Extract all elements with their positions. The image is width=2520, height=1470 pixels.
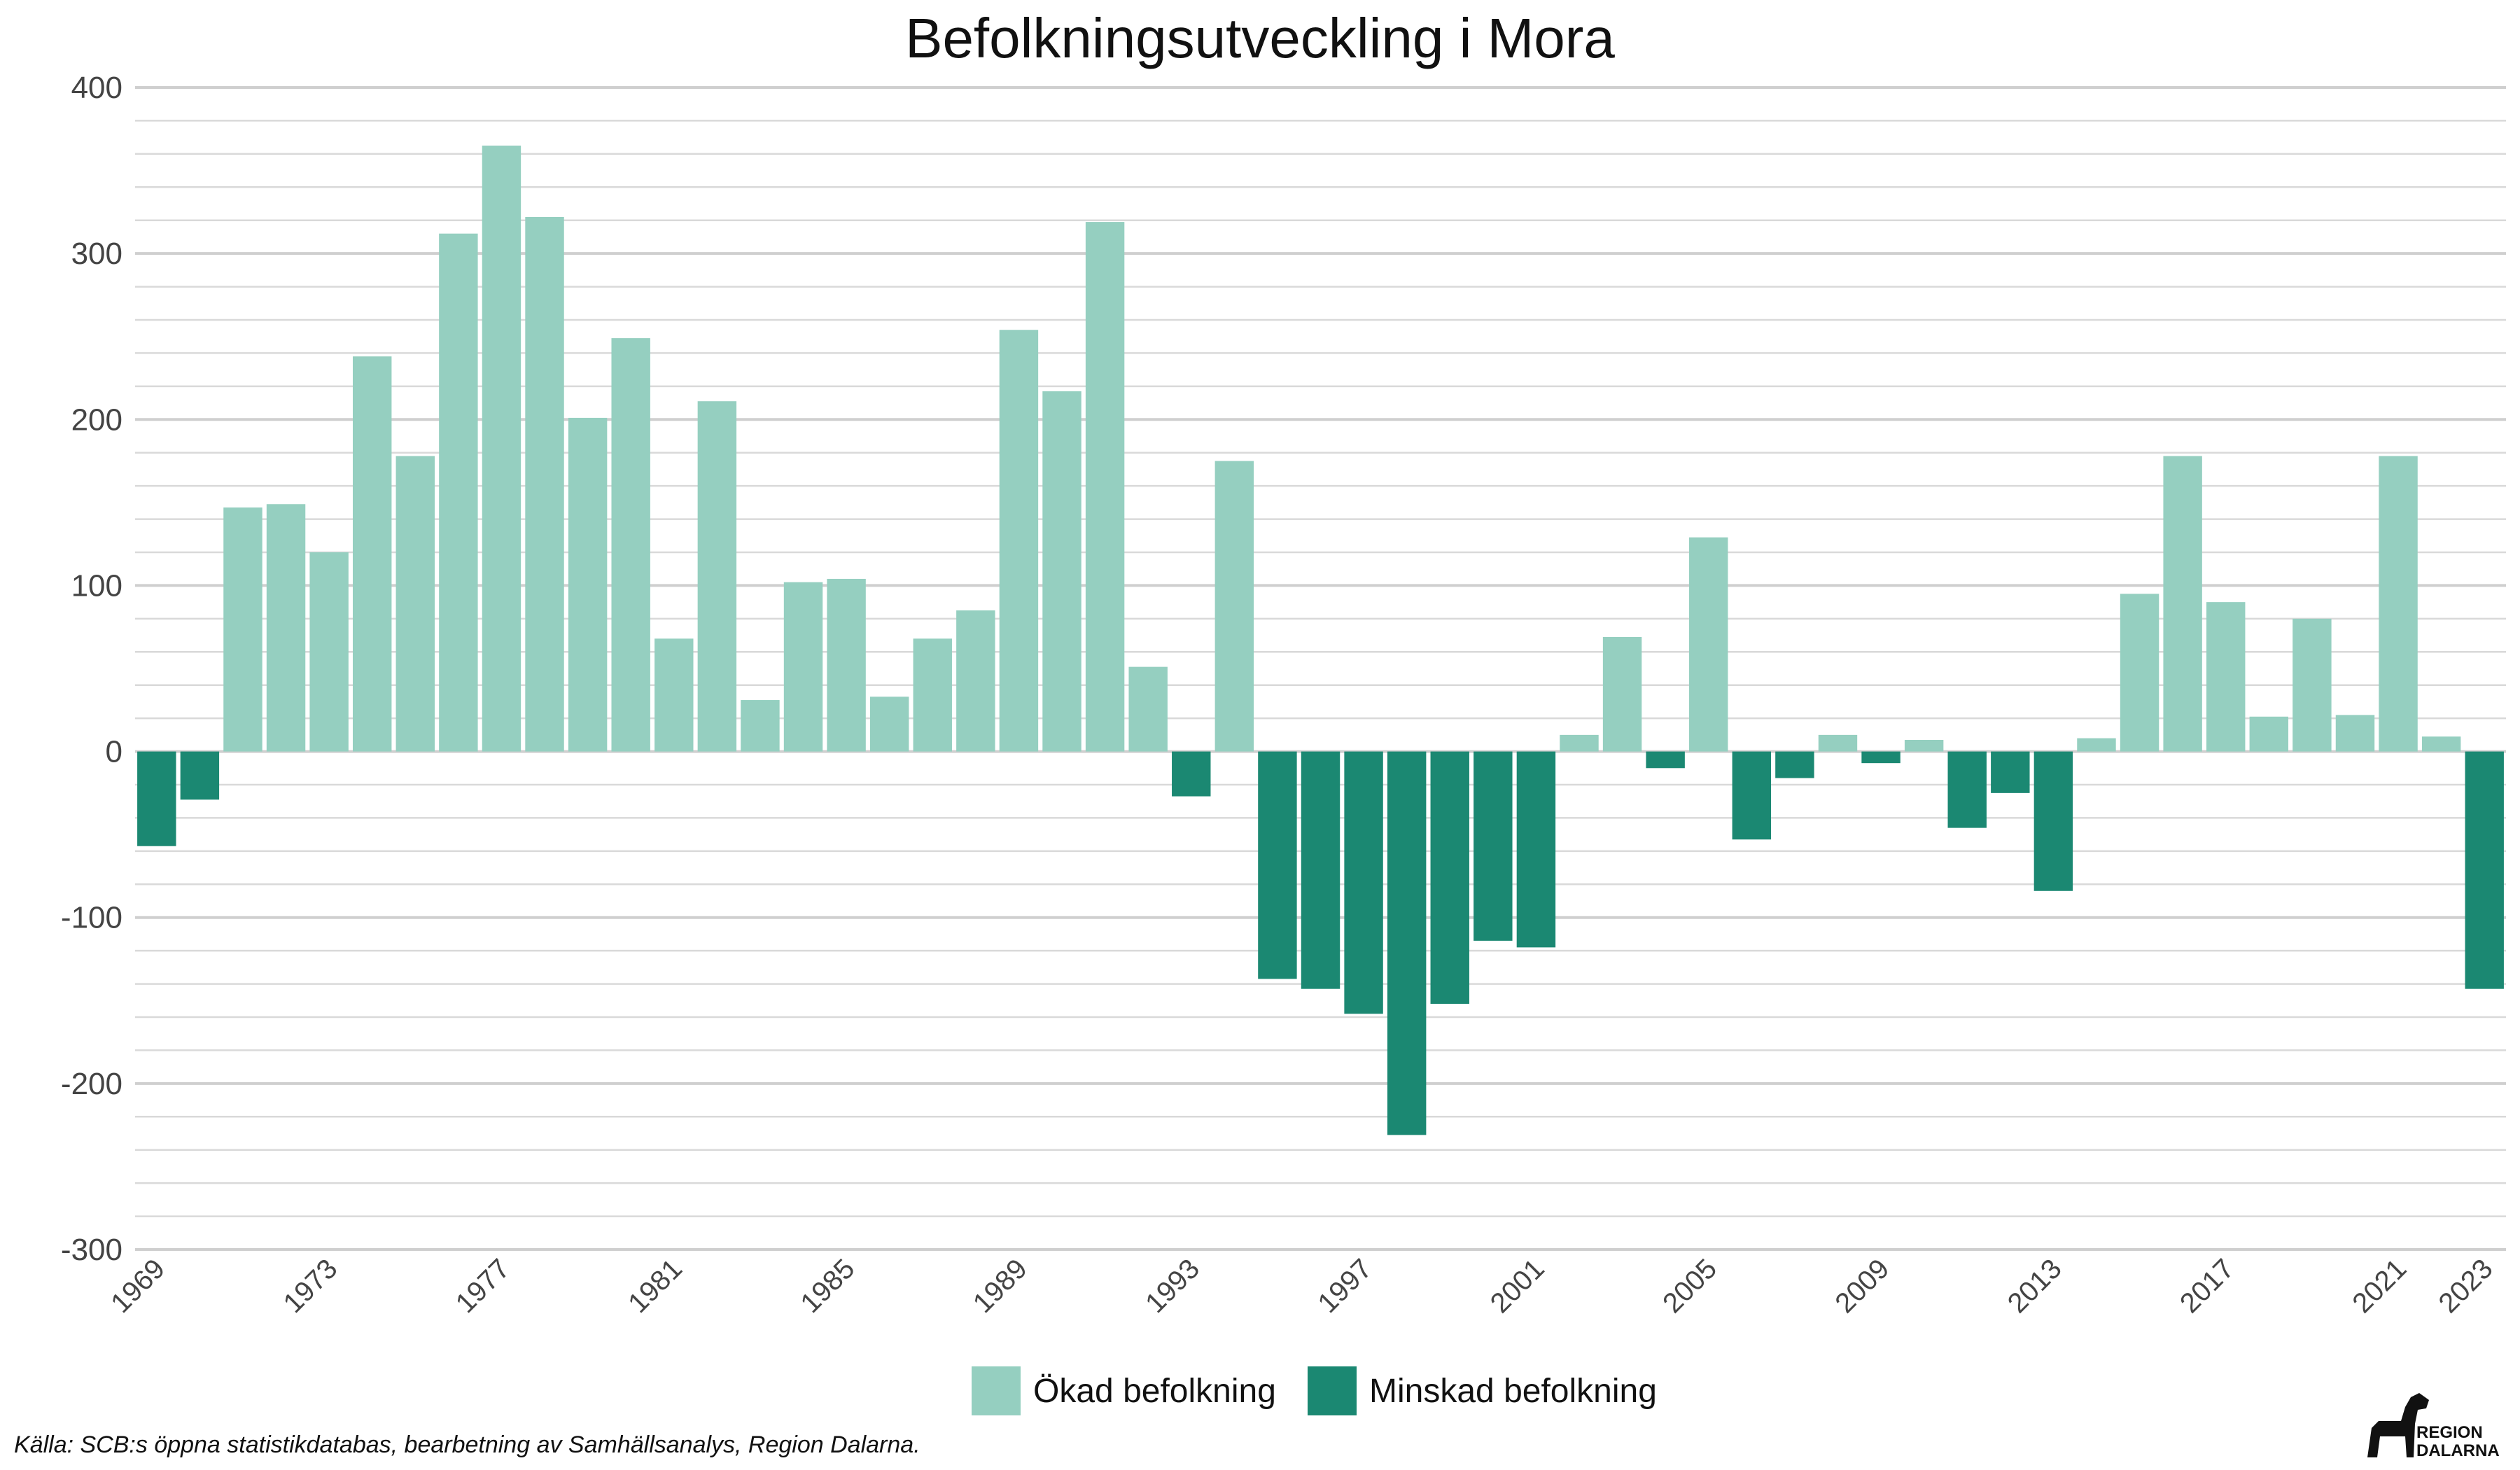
bar-1987 xyxy=(913,638,952,752)
x-tick-label: 1981 xyxy=(622,1253,688,1319)
bar-1980 xyxy=(611,338,650,752)
bar-2011 xyxy=(1947,751,1987,828)
y-tick-label: 200 xyxy=(71,402,122,437)
bar-1969 xyxy=(137,751,176,846)
bar-1983 xyxy=(741,700,780,752)
y-tick-label: 300 xyxy=(71,237,122,271)
x-tick-label: 2021 xyxy=(2346,1253,2412,1319)
x-tick-label: 1997 xyxy=(1312,1253,1378,1319)
bar-1972 xyxy=(266,504,306,752)
legend-swatch-okad xyxy=(972,1366,1021,1415)
x-tick-label: 1977 xyxy=(450,1253,516,1319)
y-axis: 400 300 200 100 0 -100 -200 -300 xyxy=(61,71,122,1267)
bar-1975 xyxy=(396,456,435,752)
x-tick-label: 2013 xyxy=(2002,1253,2068,1319)
legend-label-minskad: Minskad befolkning xyxy=(1369,1373,1657,1410)
bar-2006 xyxy=(1732,751,1772,840)
y-tick-label: -100 xyxy=(61,901,122,935)
bar-1977 xyxy=(482,146,522,752)
x-tick-label: 2009 xyxy=(1829,1253,1895,1319)
bar-1978 xyxy=(525,216,564,752)
x-tick-label: 1993 xyxy=(1140,1253,1205,1319)
bar-2008 xyxy=(1818,734,1858,752)
region-dalarna-logo: REGION DALARNA xyxy=(2367,1393,2500,1460)
chart-title: Befolkningsutveckling i Mora xyxy=(905,7,1615,69)
bar-2009 xyxy=(1861,751,1900,764)
logo-text-region: REGION xyxy=(2416,1423,2483,1442)
bar-2013 xyxy=(2033,751,2073,891)
x-tick-label: 2017 xyxy=(2174,1253,2240,1319)
bar-2004 xyxy=(1646,751,1685,769)
y-tick-label: -200 xyxy=(61,1067,122,1101)
legend-swatch-minskad xyxy=(1308,1366,1357,1415)
bar-1984 xyxy=(783,582,823,752)
y-tick-label: 400 xyxy=(71,71,122,105)
y-tick-label: -300 xyxy=(61,1233,122,1267)
bar-2012 xyxy=(1991,751,2030,793)
bar-2018 xyxy=(2249,716,2289,752)
bar-2002 xyxy=(1560,734,1599,752)
bar-1970 xyxy=(180,751,220,800)
bar-1998 xyxy=(1387,751,1427,1135)
bar-2005 xyxy=(1689,537,1728,752)
bar-1997 xyxy=(1344,751,1383,1014)
bar-1989 xyxy=(999,330,1039,752)
bar-2003 xyxy=(1602,636,1642,752)
bar-2007 xyxy=(1775,751,1814,778)
bar-1974 xyxy=(352,356,392,752)
bar-1999 xyxy=(1430,751,1469,1004)
bar-1995 xyxy=(1258,751,1297,979)
legend: Ökad befolkning Minskad befolkning xyxy=(972,1366,1657,1415)
bar-1982 xyxy=(697,401,737,752)
bar-2019 xyxy=(2292,618,2332,752)
bar-2023 xyxy=(2465,751,2504,989)
x-axis: 1969 1973 1977 1981 1985 1989 1993 1997 2001 2005… xyxy=(105,1253,2498,1319)
bar-1993 xyxy=(1172,751,1211,797)
bar-2015 xyxy=(2120,594,2160,752)
bar-1988 xyxy=(956,610,995,752)
bar-1990 xyxy=(1042,391,1082,752)
bars xyxy=(137,146,2504,1135)
x-tick-label: 1973 xyxy=(277,1253,343,1319)
y-tick-label: 0 xyxy=(106,735,122,769)
source-caption: Källa: SCB:s öppna statistikdatabas, bea… xyxy=(14,1432,920,1458)
bar-1994 xyxy=(1214,461,1254,752)
bar-1992 xyxy=(1128,666,1168,752)
bar-1991 xyxy=(1085,222,1125,752)
x-tick-label: 2023 xyxy=(2433,1253,2499,1319)
x-tick-label: 2005 xyxy=(1657,1253,1723,1319)
bar-1986 xyxy=(869,696,909,752)
bar-1985 xyxy=(827,578,866,752)
bar-2021 xyxy=(2379,456,2418,752)
bar-2020 xyxy=(2335,715,2375,752)
bar-2010 xyxy=(1904,739,1944,752)
bar-1979 xyxy=(568,417,608,752)
bar-1971 xyxy=(223,507,262,752)
bar-1981 xyxy=(654,638,694,752)
x-tick-label: 1989 xyxy=(967,1253,1033,1319)
bar-1976 xyxy=(439,233,478,752)
bar-1973 xyxy=(309,552,349,752)
bar-2000 xyxy=(1474,751,1513,941)
bar-2022 xyxy=(2421,736,2461,752)
x-tick-label: 2001 xyxy=(1485,1253,1550,1319)
bar-2016 xyxy=(2163,456,2202,752)
bar-2014 xyxy=(2077,738,2116,752)
logo-text-dalarna: DALARNA xyxy=(2416,1441,2500,1460)
y-tick-label: 100 xyxy=(71,568,122,603)
legend-label-okad: Ökad befolkning xyxy=(1033,1373,1276,1410)
bar-2001 xyxy=(1516,751,1556,948)
dala-horse-icon xyxy=(2367,1393,2429,1457)
bar-1996 xyxy=(1301,751,1340,989)
bar-2017 xyxy=(2206,602,2246,752)
x-tick-label: 1985 xyxy=(794,1253,860,1319)
